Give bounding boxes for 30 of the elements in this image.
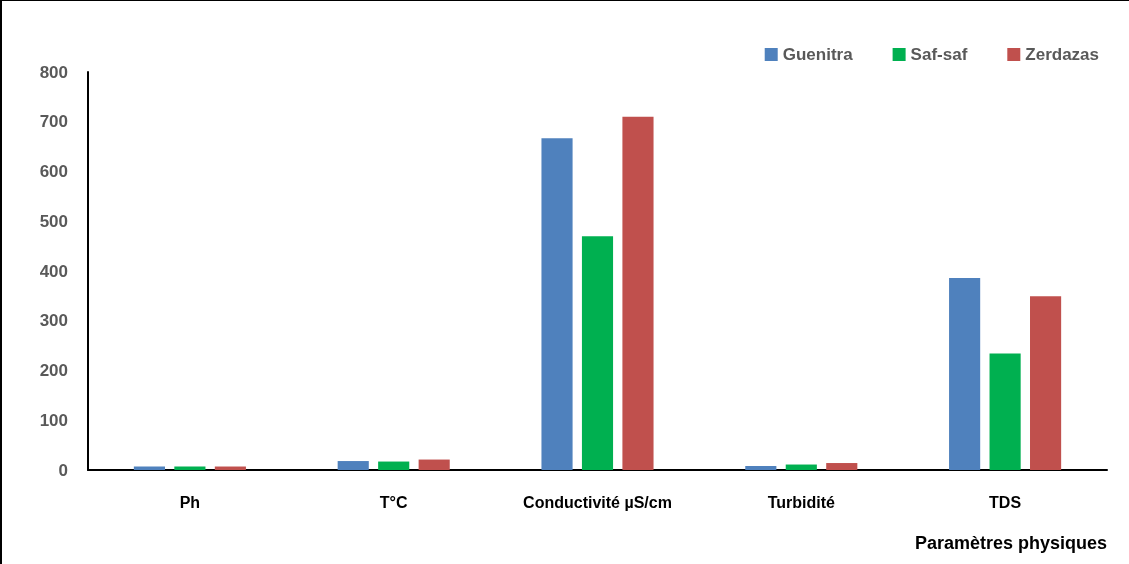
y-tick-label: 400: [39, 261, 68, 281]
x-tick-label: TDS: [989, 493, 1022, 511]
legend-label: Zerdazas: [1025, 45, 1099, 64]
bar: [826, 463, 858, 470]
x-tick-label: T°C: [379, 493, 408, 511]
bar: [785, 464, 817, 470]
legend-label: Guenitra: [782, 45, 854, 64]
y-tick-label: 200: [39, 361, 68, 380]
y-tick-label: 600: [39, 162, 68, 181]
y-tick-label: 300: [39, 311, 68, 331]
y-tick-label: 500: [39, 211, 68, 231]
bar: [745, 466, 777, 470]
x-tick-label: Ph: [179, 493, 201, 511]
bar: [1030, 296, 1062, 470]
bar: [949, 277, 981, 470]
legend-label: Saf-saf: [910, 45, 968, 64]
bar: [622, 116, 654, 470]
bar: [337, 461, 369, 470]
bar: [378, 461, 410, 470]
bar: [989, 353, 1021, 470]
y-tick-label: 100: [39, 410, 68, 430]
x-axis-title: Paramètres physiques: [914, 533, 1107, 553]
bar: [418, 459, 450, 470]
x-tick-label: Conductivité µS/cm: [523, 493, 672, 511]
y-tick-label: 700: [39, 112, 68, 132]
x-tick-label: Turbidité: [767, 493, 836, 511]
bar: [581, 236, 614, 470]
y-tick-label: 0: [58, 460, 68, 480]
bar: [541, 138, 573, 470]
y-tick-label: 800: [39, 62, 68, 82]
